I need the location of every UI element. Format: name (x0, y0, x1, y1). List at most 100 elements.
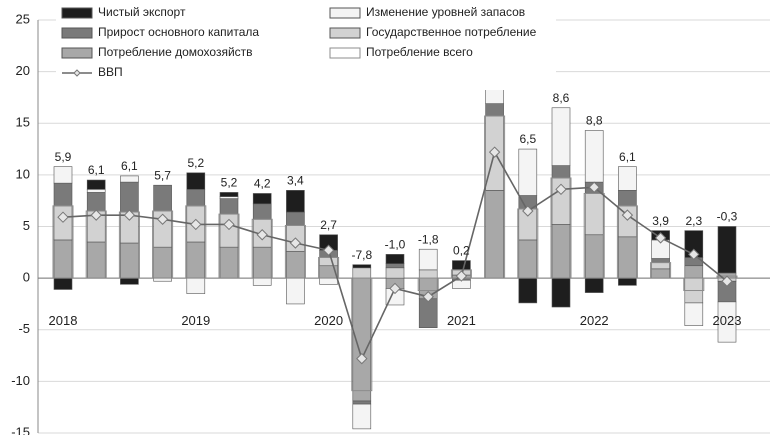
bar-segment (352, 403, 372, 430)
x-tick-label: 2021 (447, 313, 476, 328)
bar-segment (485, 190, 504, 279)
gdp-marker (190, 218, 202, 231)
gdp-label: 6,1 (88, 163, 105, 177)
bar-segment (186, 241, 206, 279)
gdp-marker (123, 209, 136, 221)
bar-segment (452, 260, 471, 271)
legend-label: Чистый экспорт (98, 5, 186, 19)
bar-segment (120, 277, 139, 285)
bar-segment (584, 193, 604, 236)
y-tick-label: 25 (16, 11, 30, 26)
gdp-label: 5,2 (221, 176, 238, 190)
bar-outline (583, 192, 605, 279)
bar-segment (252, 203, 272, 220)
bar-segment (286, 190, 305, 213)
bar-segment (53, 182, 73, 207)
y-tick-label: 10 (16, 166, 30, 181)
gdp-label: -0,3 (717, 210, 738, 224)
x-tick-label: 2023 (713, 313, 742, 328)
bar-segment (219, 246, 239, 279)
gdp-label: 6,1 (619, 150, 636, 164)
gdp-marker (289, 237, 302, 249)
y-tick-label: -5 (18, 321, 30, 336)
bar-segment (53, 277, 73, 290)
legend-label: Прирост основного капитала (98, 25, 259, 39)
legend-swatch (329, 27, 361, 39)
gdp-marker (223, 218, 235, 231)
y-tick-label: 5 (23, 218, 30, 233)
legend-swatch (61, 7, 93, 19)
bar-outline (318, 256, 340, 279)
bar-segment (551, 224, 571, 279)
gdp-label: 5,2 (187, 156, 204, 170)
bar-outline (152, 210, 174, 279)
bar-segment (53, 166, 73, 184)
bar-outline (218, 213, 240, 279)
gdp-label: 3,4 (287, 174, 304, 188)
bar-segment (551, 107, 571, 166)
x-tick-label: 2020 (314, 313, 343, 328)
legend-label: Потребление домохозяйств (98, 45, 253, 59)
bar-segment (219, 196, 239, 199)
gdp-label: 5,7 (154, 168, 171, 182)
bar-segment (618, 190, 637, 207)
gdp-marker (588, 181, 600, 193)
bar-segment (120, 242, 139, 279)
bar-segment (418, 248, 438, 271)
legend-swatch (329, 7, 361, 19)
bar-segment (418, 298, 438, 328)
bar-segment (319, 257, 338, 267)
bar-segment (186, 172, 206, 190)
legend-label: Потребление всего (366, 45, 473, 59)
bar-outline (417, 277, 439, 292)
bar-segment (684, 265, 704, 279)
gdp-marker (455, 270, 468, 282)
legend-label: Изменение уровней запасов (366, 5, 525, 19)
gdp-label: 8,6 (553, 91, 570, 105)
x-tick-label: 2022 (580, 313, 609, 328)
bar-segment (717, 301, 737, 343)
bar-segment (53, 239, 73, 279)
gdp-marker (90, 209, 102, 221)
gdp-marker (322, 244, 335, 256)
bar-segment (385, 254, 405, 264)
gdp-marker (156, 213, 169, 225)
bar-segment (651, 258, 670, 263)
bar-segment (153, 246, 172, 279)
legend-marker (73, 69, 81, 77)
legend-swatch (61, 27, 93, 39)
bar-outline (284, 224, 306, 279)
gdp-label: 6,5 (519, 132, 536, 146)
bar-segment (153, 184, 172, 212)
gdp-marker (488, 146, 501, 158)
bar-segment (385, 263, 405, 269)
bar-segment (252, 193, 272, 205)
bar-outline (484, 115, 506, 279)
gdp-label: 2,7 (320, 218, 337, 232)
bar-segment (120, 181, 139, 213)
bar-segment (86, 189, 106, 193)
bar-segment (584, 277, 604, 293)
bar-segment (651, 262, 670, 270)
bar-segment (286, 277, 305, 305)
bar-segment (518, 277, 538, 304)
bar-segment (186, 277, 206, 294)
bar-segment (352, 264, 372, 269)
bar-segment (584, 234, 604, 279)
gdp-marker (422, 291, 434, 303)
y-tick-label: 0 (23, 270, 30, 285)
bar-segment (186, 189, 206, 207)
bar-outline (616, 205, 638, 279)
bar-segment (86, 179, 106, 190)
x-tick-label: 2018 (49, 313, 78, 328)
bar-segment (286, 250, 305, 279)
bar-segment (86, 192, 106, 212)
gdp-label: 8,8 (586, 114, 603, 128)
bar-outline (650, 262, 672, 279)
gdp-label: 4,2 (254, 177, 271, 191)
bar-outline (351, 277, 373, 392)
bar-segment (219, 198, 239, 215)
gdp-marker (57, 211, 69, 223)
y-tick-label: -15 (11, 424, 30, 435)
bar-segment (618, 166, 637, 191)
